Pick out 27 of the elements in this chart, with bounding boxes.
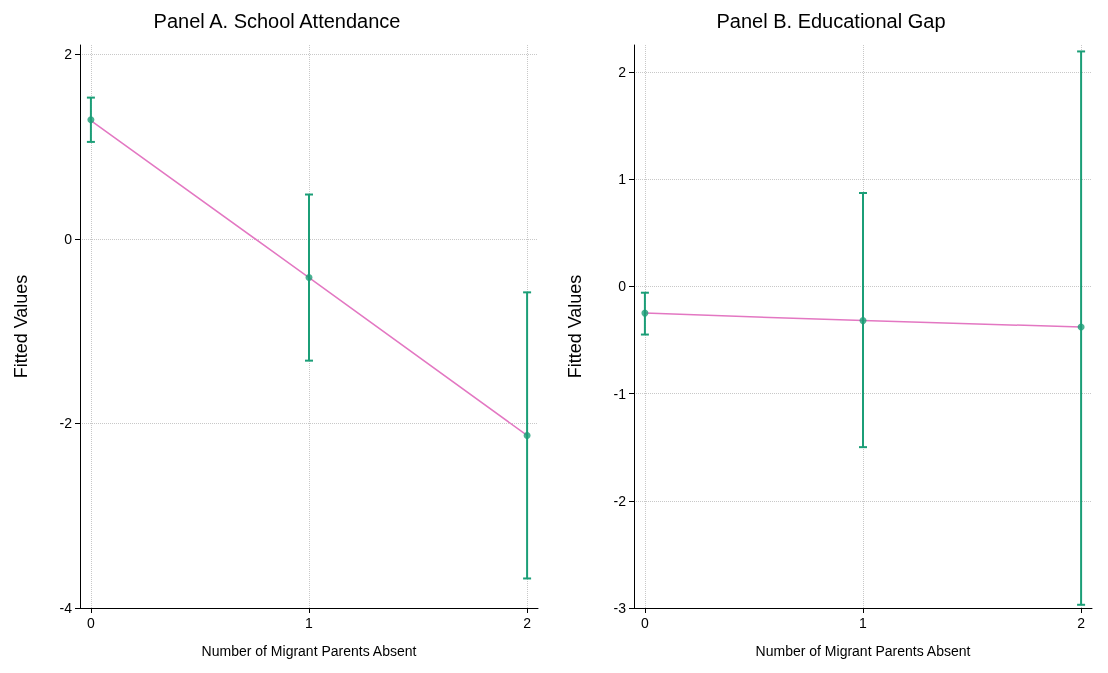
point	[859, 317, 867, 325]
x-tick-label: 1	[859, 615, 868, 631]
chart-title: Panel B. Educational Gap	[716, 10, 946, 32]
y-tick-label: -2	[59, 415, 73, 432]
y-tick-label: -1	[613, 385, 627, 402]
chart-title: Panel A. School Attendance	[153, 10, 401, 32]
x-tick-label: 2	[523, 615, 532, 631]
y-tick-label: 2	[618, 63, 627, 80]
y-tick-label: -2	[613, 492, 627, 509]
x-axis-title: Number of Migrant Parents Absent	[755, 643, 971, 659]
point	[87, 116, 95, 124]
x-tick-label: 0	[87, 615, 96, 631]
point	[305, 274, 313, 282]
y-tick-label: 2	[64, 46, 73, 63]
x-tick-label: 0	[641, 615, 650, 631]
point	[641, 309, 649, 317]
x-tick-label: 2	[1077, 615, 1086, 631]
y-tick-label: -4	[59, 600, 73, 616]
y-tick-label: -3	[613, 600, 627, 616]
x-axis-title: Number of Migrant Parents Absent	[201, 643, 417, 659]
point	[523, 431, 531, 439]
y-axis-title: Fitted Values	[565, 274, 585, 379]
y-tick-label: 1	[618, 171, 627, 188]
y-tick-label: 0	[64, 230, 73, 247]
y-axis-title: Fitted Values	[11, 274, 31, 379]
x-tick-label: 1	[305, 615, 314, 631]
y-tick-label: 0	[618, 278, 627, 295]
